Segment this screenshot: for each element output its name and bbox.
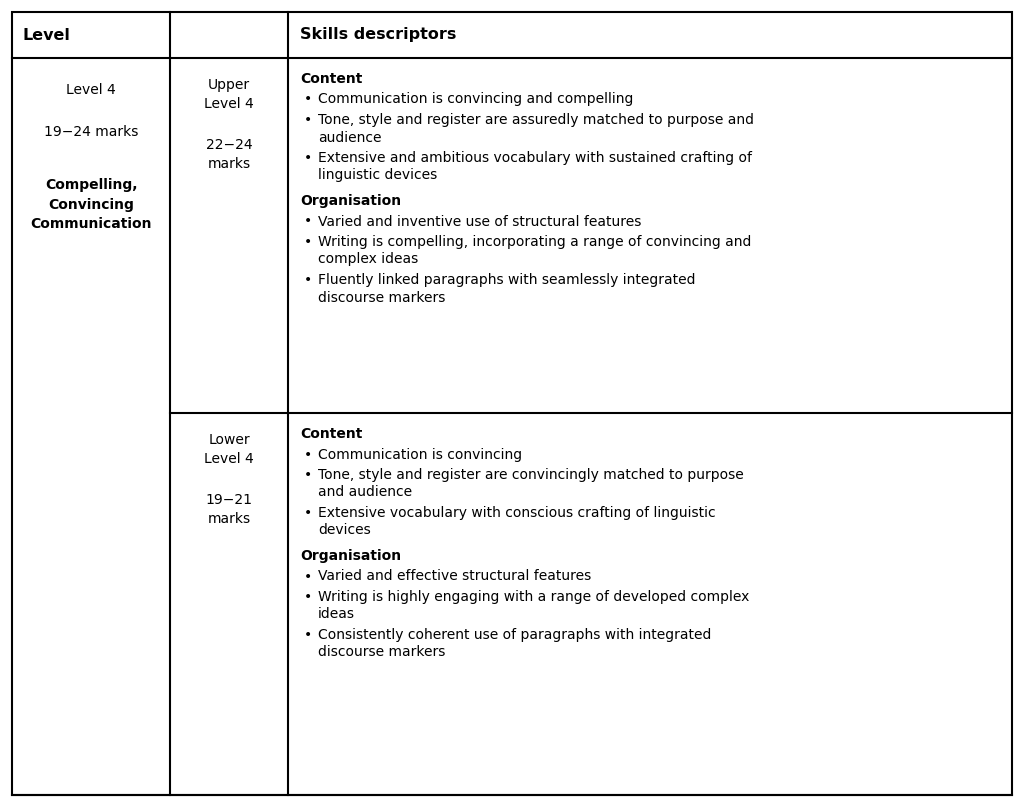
Text: Varied and effective structural features: Varied and effective structural features: [318, 570, 591, 583]
Text: 19−21
marks: 19−21 marks: [206, 493, 253, 526]
Text: •: •: [304, 570, 312, 583]
Text: •: •: [304, 113, 312, 127]
Text: Organisation: Organisation: [300, 549, 401, 563]
Text: Skills descriptors: Skills descriptors: [300, 27, 457, 43]
Text: audience: audience: [318, 131, 382, 144]
Text: Tone, style and register are assuredly matched to purpose and: Tone, style and register are assuredly m…: [318, 113, 754, 127]
Text: Lower
Level 4: Lower Level 4: [204, 433, 254, 466]
Text: complex ideas: complex ideas: [318, 253, 418, 266]
Text: •: •: [304, 93, 312, 107]
Text: Organisation: Organisation: [300, 194, 401, 208]
Text: Upper
Level 4: Upper Level 4: [204, 78, 254, 111]
Text: Extensive vocabulary with conscious crafting of linguistic: Extensive vocabulary with conscious craf…: [318, 506, 716, 520]
Text: Writing is compelling, incorporating a range of convincing and: Writing is compelling, incorporating a r…: [318, 235, 752, 249]
Text: Writing is highly engaging with a range of developed complex: Writing is highly engaging with a range …: [318, 590, 750, 604]
Text: Level: Level: [22, 27, 70, 43]
Text: •: •: [304, 215, 312, 228]
Text: •: •: [304, 273, 312, 287]
Text: •: •: [304, 590, 312, 604]
Text: Tone, style and register are convincingly matched to purpose: Tone, style and register are convincingl…: [318, 468, 743, 482]
Text: 22−24
marks: 22−24 marks: [206, 138, 252, 171]
Text: Communication is convincing and compelling: Communication is convincing and compelli…: [318, 93, 634, 107]
Text: devices: devices: [318, 524, 371, 537]
Text: •: •: [304, 468, 312, 482]
Text: linguistic devices: linguistic devices: [318, 169, 437, 182]
Text: and audience: and audience: [318, 486, 412, 500]
Text: discourse markers: discourse markers: [318, 291, 445, 304]
Text: •: •: [304, 151, 312, 165]
Text: Compelling,
Convincing
Communication: Compelling, Convincing Communication: [31, 178, 152, 231]
Text: •: •: [304, 235, 312, 249]
Text: Content: Content: [300, 72, 362, 86]
Text: Fluently linked paragraphs with seamlessly integrated: Fluently linked paragraphs with seamless…: [318, 273, 695, 287]
Text: Level 4: Level 4: [67, 83, 116, 97]
Text: •: •: [304, 628, 312, 642]
Text: Communication is convincing: Communication is convincing: [318, 448, 522, 462]
Text: Varied and inventive use of structural features: Varied and inventive use of structural f…: [318, 215, 641, 228]
Text: Extensive and ambitious vocabulary with sustained crafting of: Extensive and ambitious vocabulary with …: [318, 151, 752, 165]
Text: 19−24 marks: 19−24 marks: [44, 125, 138, 139]
Text: discourse markers: discourse markers: [318, 646, 445, 659]
Text: •: •: [304, 448, 312, 462]
Text: Content: Content: [300, 427, 362, 441]
Text: ideas: ideas: [318, 608, 355, 621]
Text: Consistently coherent use of paragraphs with integrated: Consistently coherent use of paragraphs …: [318, 628, 712, 642]
Text: •: •: [304, 506, 312, 520]
